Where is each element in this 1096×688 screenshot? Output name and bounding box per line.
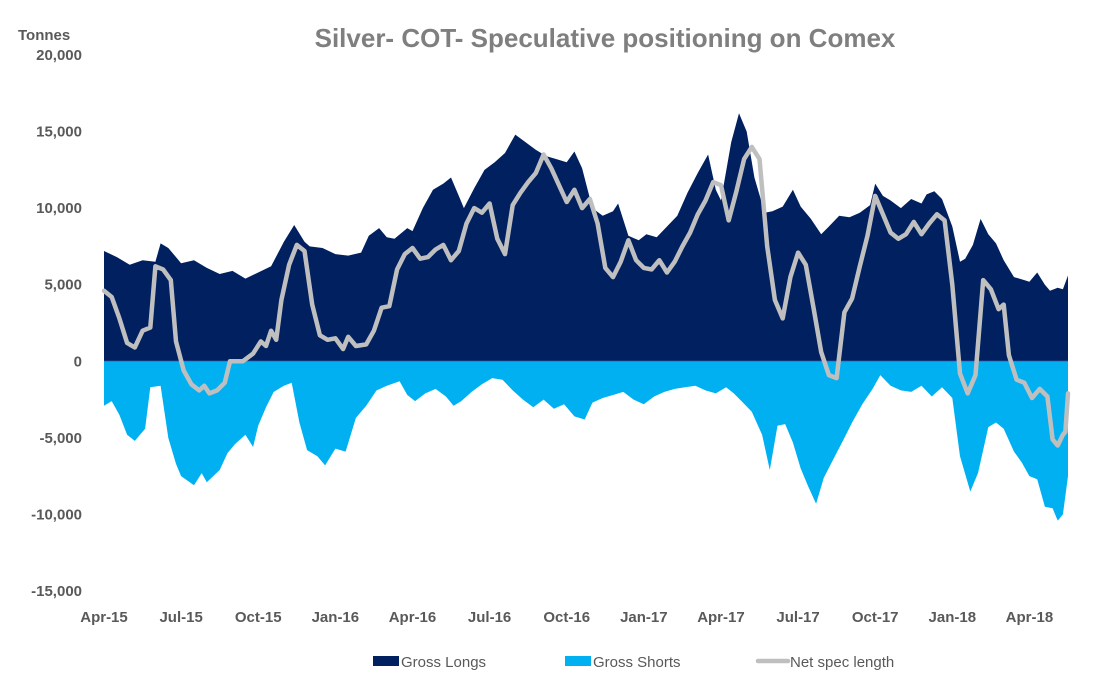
x-tick-label: Apr-16 bbox=[389, 609, 437, 626]
y-tick-label: -5,000 bbox=[39, 430, 82, 447]
x-tick-label: Jan-17 bbox=[620, 609, 668, 626]
chart-title: Silver- COT- Speculative positioning on … bbox=[315, 23, 896, 53]
legend-swatch-gross-shorts bbox=[565, 656, 591, 666]
x-tick-label: Oct-15 bbox=[235, 609, 282, 626]
legend-swatch-gross-longs bbox=[373, 656, 399, 666]
x-axis-ticks: Apr-15 Jul-15 Oct-15 Jan-16 Apr-16 Jul-16 Oct-… bbox=[80, 609, 1053, 626]
x-tick-label: Apr-17 bbox=[697, 609, 745, 626]
legend: Gross Longs Gross Shorts Net spec length bbox=[373, 654, 894, 671]
y-axis-ticks: 20,000 15,000 10,000 5,000 0 -5,000 -10,000 -15… bbox=[31, 47, 82, 600]
net-spec-length-line bbox=[101, 144, 1071, 448]
x-tick-label: Jan-16 bbox=[312, 609, 360, 626]
y-tick-label: -15,000 bbox=[31, 583, 82, 600]
x-tick-label: Jul-15 bbox=[159, 609, 202, 626]
x-tick-label: Jan-18 bbox=[929, 609, 977, 626]
legend-label-gross-longs: Gross Longs bbox=[401, 654, 486, 671]
legend-label-net-spec-length: Net spec length bbox=[790, 654, 894, 671]
y-tick-label: 5,000 bbox=[44, 277, 82, 294]
y-tick-label: 10,000 bbox=[36, 200, 82, 217]
x-tick-label: Jul-17 bbox=[776, 609, 819, 626]
x-tick-label: Apr-18 bbox=[1006, 609, 1054, 626]
y-tick-label: -10,000 bbox=[31, 506, 82, 523]
x-tick-label: Jul-16 bbox=[468, 609, 511, 626]
x-tick-label: Apr-15 bbox=[80, 609, 128, 626]
y-axis-unit-label: Tonnes bbox=[18, 27, 70, 44]
gross-shorts-area bbox=[104, 361, 1068, 521]
y-tick-label: 0 bbox=[74, 353, 82, 370]
x-tick-label: Oct-16 bbox=[543, 609, 590, 626]
gross-longs-area bbox=[104, 113, 1068, 362]
x-tick-label: Oct-17 bbox=[852, 609, 899, 626]
plot-area bbox=[101, 113, 1071, 521]
y-tick-label: 15,000 bbox=[36, 124, 82, 141]
y-tick-label: 20,000 bbox=[36, 47, 82, 64]
legend-label-gross-shorts: Gross Shorts bbox=[593, 654, 681, 671]
